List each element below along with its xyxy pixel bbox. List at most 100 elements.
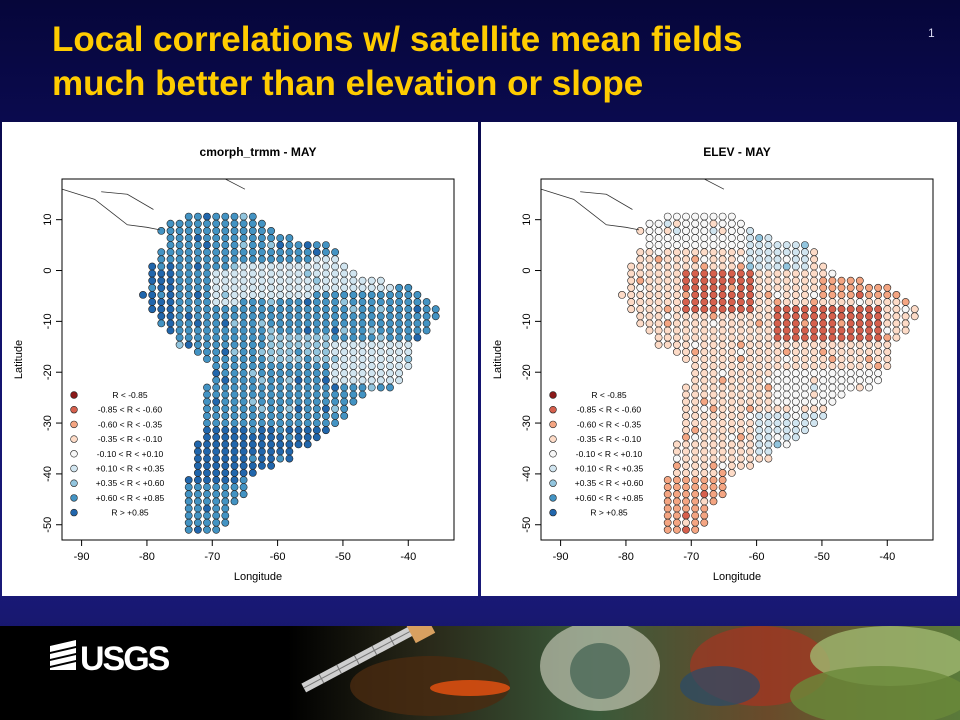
y-tick-label: 10 <box>521 214 533 226</box>
grid-point <box>782 333 791 342</box>
grid-point <box>746 248 754 257</box>
grid-point <box>230 290 239 299</box>
grid-point <box>682 404 690 413</box>
grid-point <box>700 347 709 356</box>
grid-point <box>700 397 709 406</box>
grid-point <box>682 290 690 299</box>
grid-point <box>395 376 403 385</box>
grid-point <box>257 326 266 335</box>
grid-point <box>276 248 285 257</box>
grid-point <box>404 333 413 342</box>
grid-point <box>627 283 636 292</box>
grid-point <box>773 312 782 321</box>
grid-point <box>700 248 709 257</box>
grid-point <box>230 262 239 271</box>
grid-point <box>349 298 358 306</box>
grid-point <box>700 419 709 427</box>
grid-point <box>321 383 330 392</box>
grid-point <box>755 241 764 249</box>
grid-point <box>691 362 700 370</box>
grid-point <box>700 369 709 378</box>
grid-point <box>709 212 718 221</box>
grid-point <box>230 376 239 385</box>
grid-point <box>828 276 837 285</box>
grid-point <box>764 283 773 292</box>
grid-point <box>727 419 736 427</box>
grid-point <box>727 447 736 456</box>
grid-point <box>700 227 709 235</box>
grid-point <box>645 312 654 321</box>
grid-point <box>340 262 349 271</box>
grid-point <box>755 290 764 299</box>
legend-label: -0.85 < R < -0.60 <box>577 405 642 415</box>
grid-point <box>340 362 349 370</box>
grid-point <box>682 326 690 335</box>
grid-point <box>709 305 718 314</box>
grid-point <box>358 376 367 385</box>
grid-point <box>672 461 681 470</box>
grid-point <box>810 362 818 370</box>
grid-point <box>340 347 349 356</box>
grid-point <box>321 404 330 413</box>
grid-point <box>331 255 339 264</box>
grid-point <box>691 461 700 470</box>
grid-point <box>276 347 285 356</box>
grid-point <box>773 333 782 342</box>
grid-point <box>736 276 745 285</box>
grid-point <box>376 305 385 314</box>
grid-point <box>413 312 422 321</box>
grid-point <box>782 305 791 314</box>
grid-point <box>193 219 202 228</box>
grid-point <box>203 241 211 249</box>
grid-point <box>157 248 166 257</box>
grid-point <box>212 404 221 413</box>
grid-point <box>276 383 285 392</box>
grid-point <box>718 355 727 363</box>
grid-point <box>709 283 718 292</box>
grid-point <box>682 255 690 264</box>
grid-point <box>422 319 431 328</box>
grid-point <box>819 319 828 328</box>
grid-point <box>755 333 764 342</box>
grid-point <box>718 340 727 349</box>
grid-point <box>248 326 257 335</box>
grid-point <box>883 319 892 328</box>
legend-swatch <box>70 406 78 414</box>
legend-swatch <box>70 479 78 487</box>
grid-point <box>431 305 440 314</box>
grid-point <box>203 433 211 442</box>
grid-point <box>376 298 385 306</box>
grid-point <box>764 248 773 257</box>
grid-point <box>321 355 330 363</box>
grid-point <box>810 376 818 385</box>
grid-point <box>691 525 700 534</box>
grid-point <box>736 461 745 470</box>
grid-point <box>230 326 239 335</box>
grid-point <box>691 426 700 435</box>
grid-point <box>672 525 681 534</box>
grid-point <box>239 241 248 249</box>
grid-point <box>184 255 193 264</box>
grid-point <box>321 326 330 335</box>
grid-point <box>736 440 745 449</box>
grid-point <box>166 262 175 271</box>
grid-point <box>910 312 919 321</box>
grid-point <box>865 290 873 299</box>
grid-point <box>303 340 312 349</box>
grid-point <box>791 326 800 335</box>
legend-swatch <box>549 420 557 429</box>
grid-point <box>700 426 709 435</box>
grid-point <box>230 234 239 242</box>
grid-point <box>682 312 690 321</box>
grid-point <box>212 504 221 513</box>
grid-point <box>221 319 230 328</box>
grid-point <box>700 518 709 527</box>
grid-point <box>800 369 809 378</box>
grid-point <box>782 241 791 249</box>
grid-point <box>901 305 910 314</box>
grid-point <box>303 383 312 392</box>
y-tick-label: -50 <box>521 517 533 533</box>
grid-point <box>736 390 745 399</box>
grid-point <box>267 383 275 392</box>
grid-point <box>755 419 764 427</box>
